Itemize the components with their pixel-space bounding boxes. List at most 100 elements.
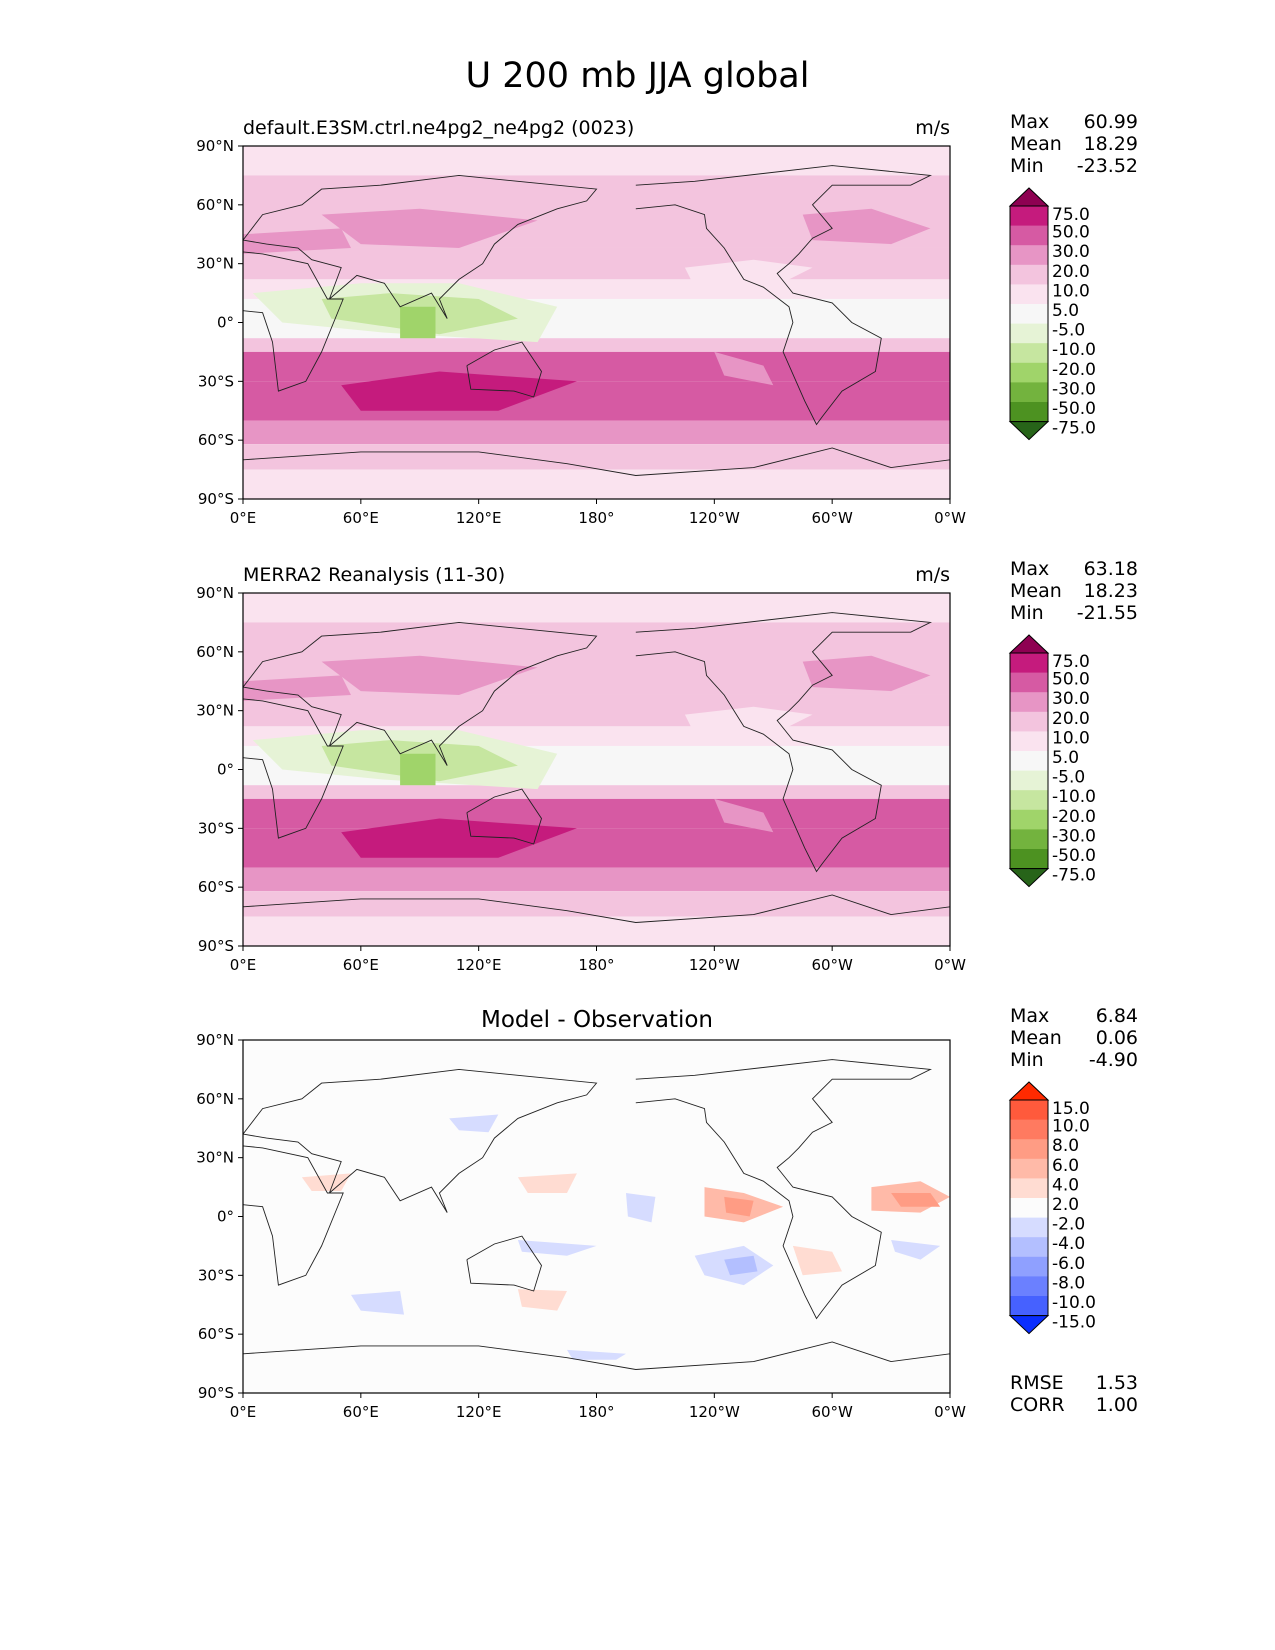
colorbar-label: -50.0: [1052, 846, 1096, 866]
lat-tick-label: 30°N: [196, 702, 234, 720]
stat-name: Mean: [1010, 133, 1062, 155]
colorbar-segment: [1010, 304, 1048, 325]
stat-value: 60.99: [1083, 111, 1138, 133]
colorbar-extend-min: [1008, 421, 1050, 441]
colorbar-segment: [1010, 809, 1048, 830]
colorbar-segment: [1010, 1276, 1048, 1297]
colorbar-label: 10.0: [1052, 728, 1090, 748]
stat-name: Max: [1010, 1005, 1050, 1027]
lon-tick-label: 0°E: [230, 509, 257, 527]
coastline: [243, 174, 598, 319]
lat-tick-label: 90°S: [198, 1384, 234, 1402]
lat-tick-label: 30°S: [198, 1266, 234, 1284]
colorbar-segment: [1010, 206, 1048, 227]
contour-band: [243, 867, 950, 892]
contour-band: [243, 593, 950, 623]
lat-tick-label: 0°: [217, 761, 234, 779]
panel-3-colorbar: 15.010.08.06.04.02.0-2.0-4.0-6.0-8.0-10.…: [1008, 1081, 1096, 1335]
colorbar-segment: [1010, 323, 1048, 344]
colorbar-segment: [1010, 1119, 1048, 1140]
coastline: [243, 698, 344, 839]
lat-tick-label: 30°S: [198, 372, 234, 390]
colorbar-segment: [1010, 382, 1048, 403]
lon-tick-label: 60°E: [343, 509, 379, 527]
stat-value: 6.84: [1095, 1005, 1138, 1027]
colorbar-segment: [1010, 225, 1048, 246]
stat-name: Max: [1010, 111, 1050, 133]
anomaly-region: [517, 1240, 597, 1256]
westerly-jet-northatlantic: [802, 208, 931, 245]
coastline: [243, 447, 950, 476]
lon-tick-label: 0°E: [230, 1403, 257, 1421]
colorbar-label: 75.0: [1052, 205, 1090, 225]
colorbar-label: -8.0: [1052, 1273, 1085, 1293]
coastline: [243, 251, 344, 392]
lon-tick-label: 120°W: [689, 509, 740, 527]
colorbar-label: 6.0: [1052, 1156, 1079, 1176]
lon-tick-label: 60°W: [811, 956, 853, 974]
colorbar-segment: [1010, 264, 1048, 285]
subtropical-jet-south: [341, 818, 577, 858]
anomaly-region: [449, 1114, 499, 1133]
westerly-jet-northatlantic: [802, 655, 931, 692]
stat-name: Min: [1010, 155, 1044, 177]
anomaly-region: [891, 1193, 941, 1207]
colorbar-segment: [1010, 1296, 1048, 1317]
lon-tick-label: 0°W: [934, 509, 966, 527]
lat-tick-label: 0°: [217, 314, 234, 332]
colorbar-segment: [1010, 362, 1048, 383]
lon-tick-label: 120°E: [456, 956, 502, 974]
lat-tick-label: 60°N: [196, 1090, 234, 1108]
stat-name: Max: [1010, 558, 1050, 580]
contour-band: [243, 694, 950, 727]
colorbar-label: -20.0: [1052, 360, 1096, 380]
lon-tick-label: 60°E: [343, 1403, 379, 1421]
anomaly-region: [724, 1196, 754, 1217]
anomaly-region: [301, 1173, 351, 1191]
colorbar-label: 8.0: [1052, 1136, 1079, 1156]
coastline: [243, 1341, 950, 1370]
southpacific-local: [714, 351, 774, 386]
anomaly-region: [517, 1289, 567, 1311]
colorbar-segment: [1010, 1178, 1048, 1199]
colorbar-segment: [1010, 1198, 1048, 1219]
colorbar-label: 20.0: [1052, 262, 1090, 282]
colorbar-segment: [1010, 1139, 1048, 1160]
colorbar-extend-max: [1008, 1081, 1050, 1101]
colorbar-segment: [1010, 751, 1048, 772]
colorbar-segment: [1010, 343, 1048, 364]
colorbar-segment: [1010, 790, 1048, 811]
lat-tick-label: 90°S: [198, 937, 234, 955]
stat-name: Mean: [1010, 580, 1062, 602]
lon-tick-label: 60°W: [811, 1403, 853, 1421]
lat-tick-label: 60°N: [196, 643, 234, 661]
anomaly-region: [626, 1193, 656, 1223]
coastline: [243, 621, 598, 766]
colorbar-label: 10.0: [1052, 281, 1090, 301]
contour-band: [243, 247, 950, 280]
colorbar-label: -15.0: [1052, 1313, 1096, 1333]
lon-tick-label: 0°W: [934, 1403, 966, 1421]
anomaly-region: [724, 1255, 758, 1276]
colorbar-segment: [1010, 1217, 1048, 1238]
anomaly-region: [891, 1240, 941, 1260]
lon-tick-label: 120°E: [456, 509, 502, 527]
panel-2-colorbar: 75.050.030.020.010.05.0-5.0-10.0-20.0-30…: [1008, 634, 1096, 888]
colorbar-label: -10.0: [1052, 787, 1096, 807]
stat-value: 18.29: [1083, 133, 1138, 155]
coastline: [466, 1235, 542, 1292]
contour-band: [243, 146, 950, 176]
colorbar-label: -2.0: [1052, 1215, 1085, 1235]
pacific-weak: [684, 259, 813, 288]
colorbar-extend-min: [1008, 868, 1050, 888]
colorbar-segment: [1010, 1256, 1048, 1277]
lon-tick-label: 120°W: [689, 1403, 740, 1421]
coastline: [466, 788, 542, 845]
panel-1-map: 90°N 60°N 30°N 0° 30°S 60°S 90°S0°E 60°E 120°E 18…: [196, 137, 966, 527]
contour-band: [243, 798, 950, 829]
colorbar-label: 5.0: [1052, 748, 1079, 768]
colorbar-extend-max: [1008, 187, 1050, 207]
colorbar-segment: [1010, 849, 1048, 870]
anomaly-region: [792, 1245, 842, 1276]
contour-band: [243, 338, 950, 352]
